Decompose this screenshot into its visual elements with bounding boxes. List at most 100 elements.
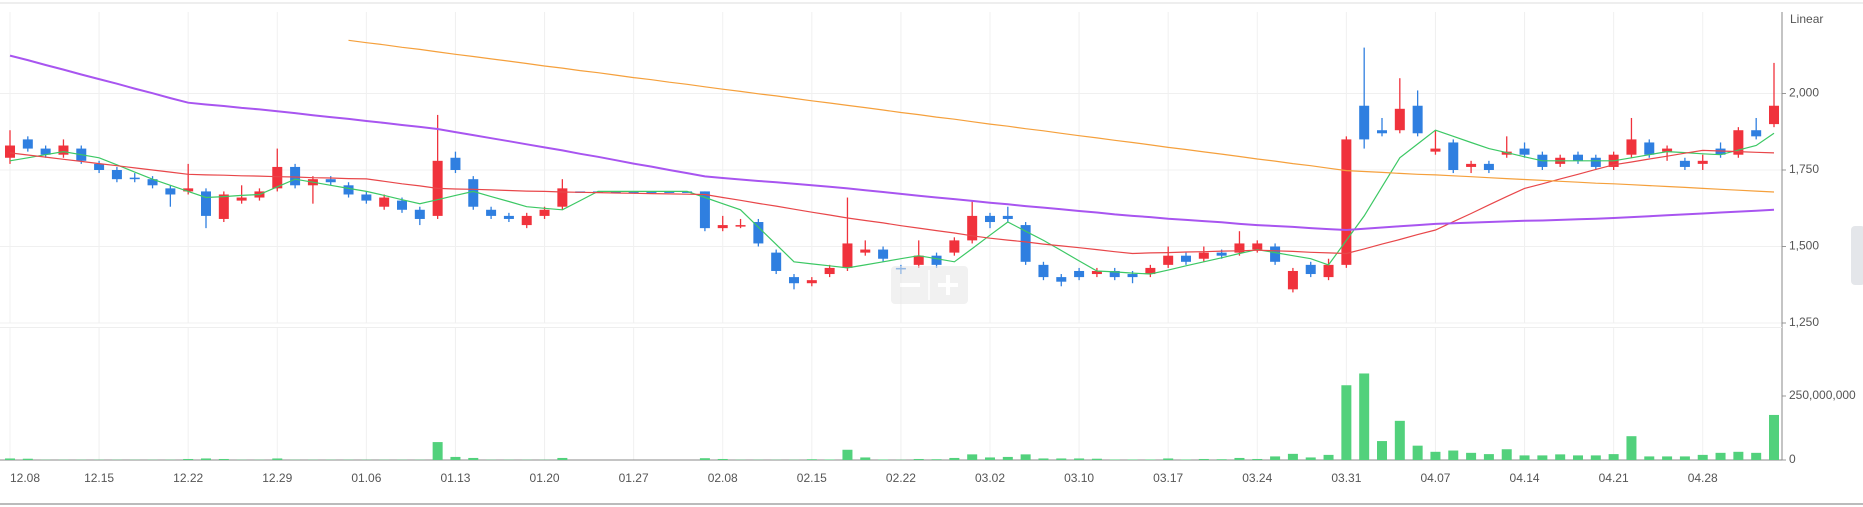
volume-bar [1448,450,1459,460]
x-tick-label: 01.13 [440,471,470,485]
volume-bar [1127,459,1138,460]
candle-body [1662,148,1673,152]
candle-body [1127,274,1138,278]
candle-body [58,145,69,155]
candle-body [824,267,835,275]
candle-body [1466,163,1477,167]
volume-bar [1751,452,1762,460]
candle-body [218,194,229,219]
scale-label: Linear [1790,12,1823,26]
y-tick-label: 1,750 [1789,162,1819,176]
volume-bar [699,458,710,460]
candle-body [111,170,122,180]
side-panel-tab[interactable] [1851,226,1863,285]
candle-body [1769,105,1779,125]
volume-bar [967,454,978,460]
candle-body [931,255,942,265]
candle-body [325,179,336,183]
x-tick-label: 02.15 [797,471,827,485]
volume-bar [1626,436,1637,460]
moving-average-line [9,54,1775,232]
y-tick-label: 250,000,000 [1789,388,1856,402]
candle-body [1145,267,1156,275]
y-tick-label: 2,000 [1789,86,1819,100]
volume-bar [5,458,15,460]
volume-bar [1501,449,1512,460]
volume-bar [1234,457,1245,460]
x-tick-label: 01.06 [351,471,381,485]
x-tick-label: 02.08 [708,471,738,485]
candle-body [1751,130,1762,137]
moving-average-line [9,129,1775,275]
candle-body [860,249,871,253]
candle-body [147,179,158,186]
volume-bar [1252,458,1263,460]
volume-bar [1091,458,1102,460]
volume-bar [1305,457,1316,460]
volume-bar [1056,458,1067,460]
candle-body [1573,154,1583,161]
volume-bar [1644,456,1655,460]
candle-body [397,200,407,210]
candle-body [5,145,15,158]
candle-body [967,215,978,241]
candle-body [1091,270,1102,275]
candle-body [1483,163,1494,170]
x-tick-label: 01.27 [619,471,649,485]
candle-body [183,188,194,192]
volume-bar [717,458,728,460]
volume-bar [1270,456,1281,460]
volume-bar [824,459,835,460]
volume-bar [22,458,33,460]
volume-bar [1662,456,1673,460]
volume-bar [1198,458,1209,460]
volume-bar [860,457,871,460]
grid: 12.08 12.15 12.22 12.29 01.06 01.13 01.20 01.27… [0,12,1856,485]
candle-body [1341,139,1352,265]
volume-bar [878,459,889,460]
volume-bar [1519,455,1530,460]
moving-average-line [9,149,1775,255]
volume-bar [1466,452,1477,460]
candle-body [985,215,995,223]
volume-bar [432,442,443,460]
volume-bar [201,458,211,460]
y-tick-label: 0 [1789,452,1796,466]
x-tick-label: 12.08 [10,471,40,485]
x-tick-label: 01.20 [530,471,560,485]
volume-bar [985,457,995,460]
candle-body [236,197,247,201]
volume-bar [1483,454,1494,460]
candle-body [1163,255,1174,265]
candle-body [664,191,675,193]
volume-bar [1377,441,1387,460]
x-tick-label: 04.14 [1510,471,1540,485]
candle-body [717,225,728,229]
zoom-control[interactable] [891,266,968,304]
volume-bar [1715,452,1726,460]
candle-body [1234,243,1245,253]
volume-bar [1216,459,1227,460]
candle-body [1074,270,1085,278]
x-tick-label: 04.21 [1599,471,1629,485]
volume-bar [1145,459,1156,460]
candle-body [610,191,621,193]
volume-bar [913,458,924,460]
candle-body [1626,139,1637,155]
volume-bar [1020,454,1031,460]
candle-body [646,191,657,193]
volume-bar [1537,455,1548,460]
volume-bar [1573,455,1583,460]
candle-body [1430,148,1441,152]
candle-body [272,166,283,189]
x-tick-label: 03.10 [1064,471,1094,485]
candle-body [789,277,799,284]
candle-body [949,240,960,253]
candle-body [1287,270,1298,290]
candle-body [468,179,479,207]
candle-body [806,280,817,284]
volume-bar [842,449,853,460]
candle-body [94,163,105,170]
volume-bar [272,458,283,460]
candle-body [735,225,746,227]
